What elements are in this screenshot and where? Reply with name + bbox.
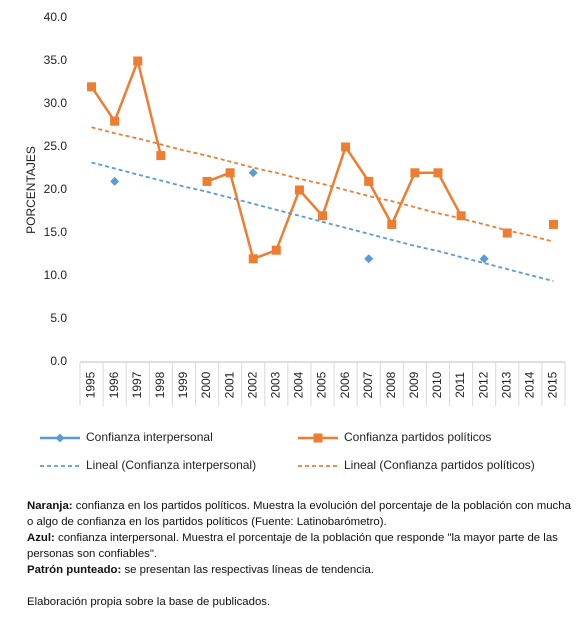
x-tick-label: 1995 xyxy=(84,371,98,398)
note-text: confianza en los partidos políticos. Mue… xyxy=(27,500,571,528)
note: Patrón punteado: se presentan las respec… xyxy=(27,562,572,578)
data-point xyxy=(271,245,281,255)
legend-marker xyxy=(313,433,323,443)
data-point xyxy=(387,219,397,229)
y-tick-label: 0.0 xyxy=(50,354,67,368)
data-point xyxy=(341,142,351,152)
x-tick-label: 2006 xyxy=(338,371,352,398)
y-tick-label: 10.0 xyxy=(44,268,68,282)
y-tick-label: 20.0 xyxy=(44,182,68,196)
footer: Elaboración propia sobre la base de publ… xyxy=(27,596,271,608)
note: Azul: confianza interpersonal. Muestra e… xyxy=(27,530,572,562)
data-point xyxy=(410,168,420,178)
y-tick-label: 35.0 xyxy=(44,53,68,67)
legend-label: Lineal (Confianza interpersonal) xyxy=(86,458,256,472)
data-point xyxy=(479,254,489,264)
notes: Naranja: confianza en los partidos polít… xyxy=(27,498,572,610)
data-point xyxy=(502,228,512,238)
x-tick-label: 2003 xyxy=(268,371,282,398)
legend-label: Confianza partidos políticos xyxy=(344,430,491,444)
data-point xyxy=(456,211,466,221)
y-tick-label: 40.0 xyxy=(44,10,68,24)
trend-line xyxy=(91,161,554,283)
x-tick-label: 1999 xyxy=(176,371,190,398)
data-point xyxy=(433,168,443,178)
y-tick-label: 30.0 xyxy=(44,96,68,110)
note: Naranja: confianza en los partidos polít… xyxy=(27,498,572,530)
x-tick-label: 2012 xyxy=(476,371,490,398)
x-tick-label: 2014 xyxy=(523,371,537,398)
legend-label: Confianza interpersonal xyxy=(86,430,213,444)
y-tick-label: 25.0 xyxy=(44,139,68,153)
data-point xyxy=(110,116,120,126)
data-point xyxy=(87,82,97,92)
data-point xyxy=(133,56,143,66)
legend-label: Lineal (Confianza partidos políticos) xyxy=(344,458,535,472)
note-label: Patrón punteado: xyxy=(27,564,122,576)
x-tick-label: 2015 xyxy=(546,371,560,398)
x-tick-label: 2008 xyxy=(384,371,398,398)
y-tick-label: 5.0 xyxy=(50,311,67,325)
x-tick-label: 2005 xyxy=(315,371,329,398)
y-tick-label: 15.0 xyxy=(44,225,68,239)
x-tick-label: 1997 xyxy=(130,371,144,398)
data-point xyxy=(364,176,374,186)
x-tick-label: 2002 xyxy=(245,371,259,398)
note-label: Azul: xyxy=(27,532,55,544)
data-point xyxy=(110,176,120,186)
data-point xyxy=(248,168,258,178)
data-point xyxy=(294,185,304,195)
data-point xyxy=(156,151,166,161)
x-tick-label: 2007 xyxy=(361,371,375,398)
data-point xyxy=(202,176,212,186)
y-axis-label: PORCENTAJES xyxy=(24,146,38,234)
x-tick-label: 2001 xyxy=(222,371,236,398)
note-text: se presentan las respectivas líneas de t… xyxy=(124,564,374,576)
note-label: Naranja: xyxy=(27,500,73,512)
trend-line xyxy=(91,126,554,243)
legend-marker xyxy=(55,433,65,443)
x-tick-label: 2011 xyxy=(453,372,467,398)
x-tick-label: 1998 xyxy=(153,371,167,398)
x-tick-label: 2000 xyxy=(199,371,213,398)
data-point xyxy=(548,219,558,229)
data-point xyxy=(225,168,235,178)
x-tick-label: 2010 xyxy=(430,371,444,398)
chart: PORCENTAJES 0.0 5.0 10.0 15.0 20.0 25.0 30.0 35… xyxy=(24,10,566,472)
data-point xyxy=(318,211,327,221)
x-tick-label: 1996 xyxy=(107,371,121,398)
x-tick-label: 2013 xyxy=(499,371,513,398)
x-tick-label: 2004 xyxy=(292,371,306,398)
x-tick-label: 2009 xyxy=(407,371,421,398)
data-point xyxy=(364,254,374,264)
note-text: confianza interpersonal. Muestra el porc… xyxy=(27,532,558,560)
data-point xyxy=(248,254,258,264)
